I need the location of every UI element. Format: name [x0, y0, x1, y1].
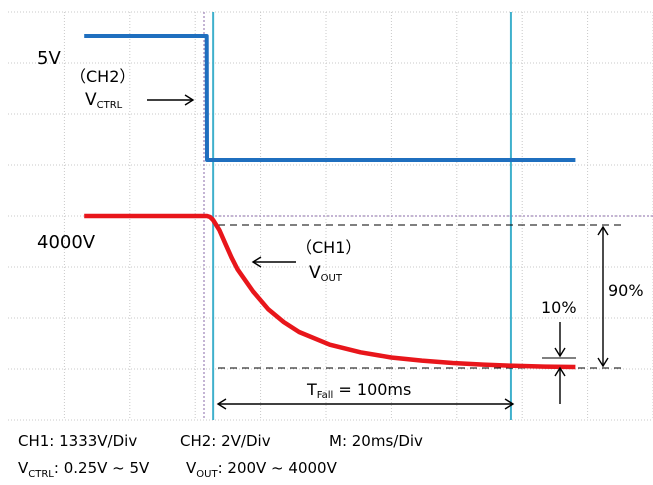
- fall-time-label: TFall = 100ms: [306, 380, 411, 401]
- time-scale-text: M: 20ms/Div: [329, 432, 423, 450]
- series-traces: [84, 34, 576, 370]
- vctrl-pointer-arrowhead: [184, 94, 195, 106]
- ch2-level-label: 5V: [37, 48, 61, 69]
- ch2-scale-text: CH2: 2V/Div: [180, 432, 271, 450]
- ch2-tag-label: （CH2）: [70, 67, 135, 86]
- span-90-arrowhead-top: [597, 225, 609, 236]
- voltage-range-row: VCTRL: 0.25V ~ 5V VOUT: 200V ~ 4000V: [18, 459, 648, 481]
- span-90-arrowhead-bottom: [597, 357, 609, 368]
- scope-settings-footer: CH1: 1333V/Div CH2: 2V/Div M: 20ms/Div V…: [18, 428, 648, 484]
- vctrl-range-text: VCTRL: 0.25V ~ 5V: [18, 459, 150, 480]
- oscilloscope-plot: 5V （CH2） VCTRL 4000V （CH1） VOUT 90% 10% …: [8, 11, 653, 421]
- ch1-scale-text: CH1: 1333V/Div: [18, 432, 138, 450]
- fall-time-arrowhead-right: [504, 398, 515, 410]
- ch1-level-label: 4000V: [37, 232, 96, 253]
- ch1-vout-trace: [84, 213, 576, 370]
- vout-pointer-arrowhead: [251, 256, 262, 268]
- vout-range-text: VOUT: 200V ~ 4000V: [186, 459, 337, 480]
- annotation-arrows: [147, 94, 609, 410]
- percent-10-label: 10%: [541, 298, 577, 317]
- ch2-vctrl-trace: [84, 34, 576, 162]
- span-10-arrowhead-bottom: [554, 366, 566, 377]
- percent-90-label: 90%: [608, 281, 644, 300]
- ch1-name-label: VOUT: [309, 263, 343, 284]
- span-10-arrowhead-top: [554, 347, 566, 358]
- fall-time-arrowhead-left: [216, 398, 227, 410]
- scale-settings-row: CH1: 1333V/Div CH2: 2V/Div M: 20ms/Div: [18, 432, 648, 454]
- ch2-name-label: VCTRL: [85, 90, 123, 111]
- ch1-tag-label: （CH1）: [296, 238, 361, 257]
